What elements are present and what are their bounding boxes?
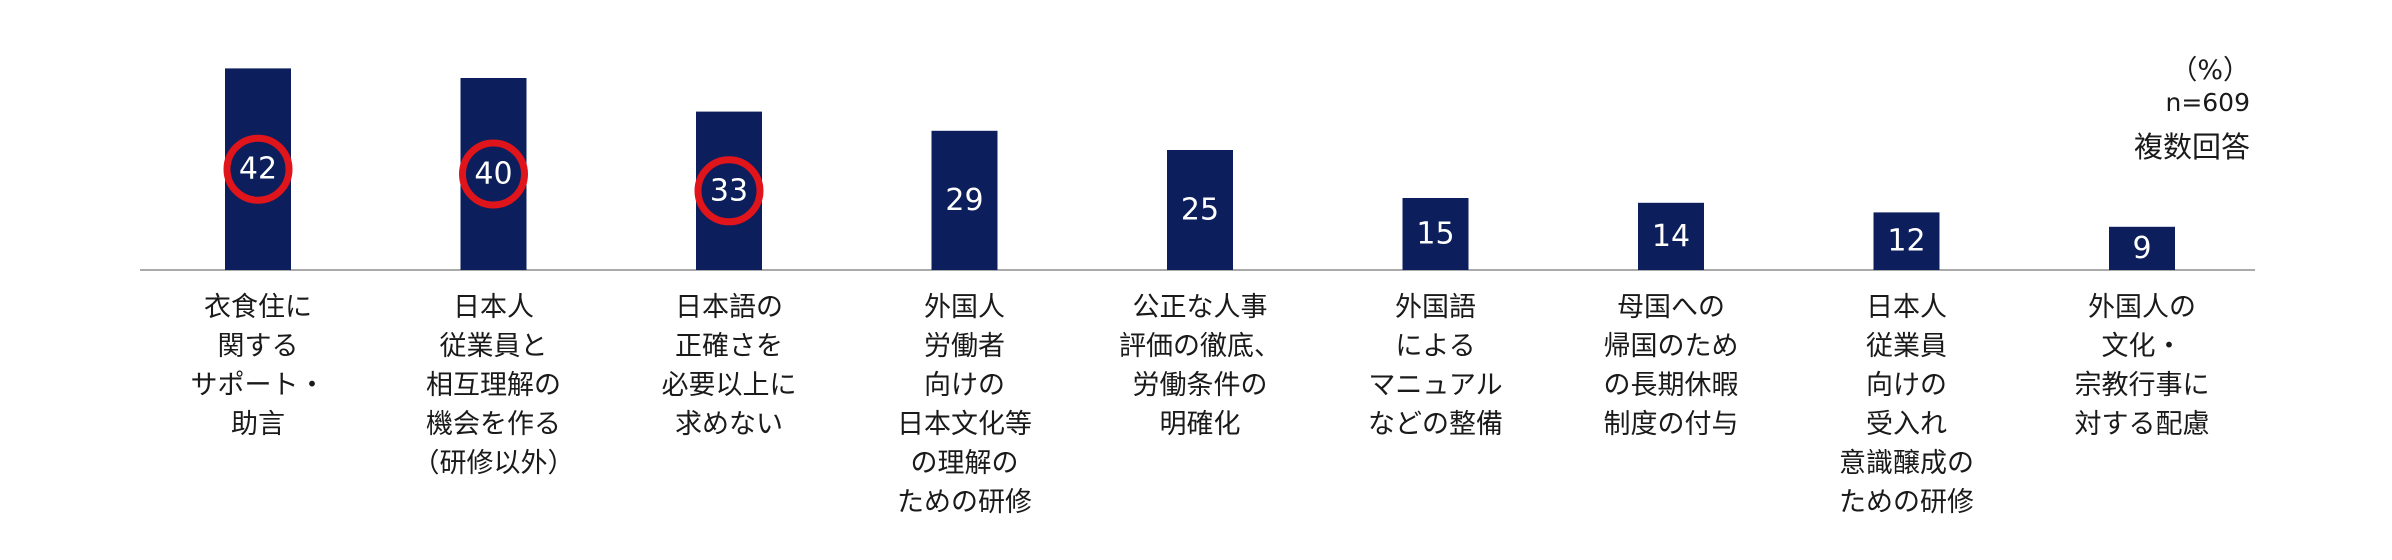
data-label-1: 42 (239, 152, 277, 187)
bar-8 (1873, 212, 1940, 270)
category-label-5: 公正な人事 評価の徹底、 労働条件の 明確化 (1119, 292, 1281, 440)
bar-9 (2109, 226, 2175, 270)
category-label-6: 外国語 による マニュアル などの整備 (1368, 292, 1503, 440)
category-label-4: 外国人 労働者 向けの 日本文化等 の理解の ための研修 (897, 292, 1032, 518)
category-label-3: 日本語の 正確さを 必要以上に 求めない (661, 292, 797, 440)
highlight-ring-2 (459, 139, 528, 209)
highlight-ring-1 (223, 134, 293, 204)
category-label-9: 外国人の 文化・ 宗教行事に 対する配慮 (2074, 292, 2210, 440)
data-label-4: 29 (945, 183, 983, 218)
unit-note: （%） (2170, 55, 2250, 86)
bar-6 (1402, 198, 1469, 270)
data-label-7: 14 (1652, 219, 1690, 254)
category-label-2: 日本人 従業員と 相互理解の 機会を作る （研修以外） (412, 292, 575, 479)
data-label-3: 33 (710, 173, 748, 208)
multiple-answer-note: 複数回答 (2133, 130, 2250, 164)
category-label-8: 日本人 従業員 向けの 受入れ 意識醸成の ための研修 (1839, 292, 1974, 518)
bar-5 (1167, 150, 1233, 270)
bar-3 (696, 111, 762, 270)
data-label-2: 40 (474, 157, 512, 192)
bar-7 (1638, 202, 1704, 270)
data-label-8: 12 (1887, 224, 1925, 259)
bar-4 (931, 130, 998, 270)
data-label-9: 9 (2132, 231, 2151, 266)
data-label-6: 15 (1416, 217, 1454, 252)
data-label-5: 25 (1181, 193, 1219, 228)
bar-1 (225, 68, 291, 271)
category-label-1: 衣食住に 関する サポート・ 助言 (190, 292, 326, 440)
category-label-7: 母国への 帰国のため の長期休暇 制度の付与 (1603, 292, 1739, 440)
highlight-ring-3 (694, 156, 764, 226)
sample-size-note: n=609 (2165, 88, 2250, 117)
bar-2 (460, 78, 527, 270)
